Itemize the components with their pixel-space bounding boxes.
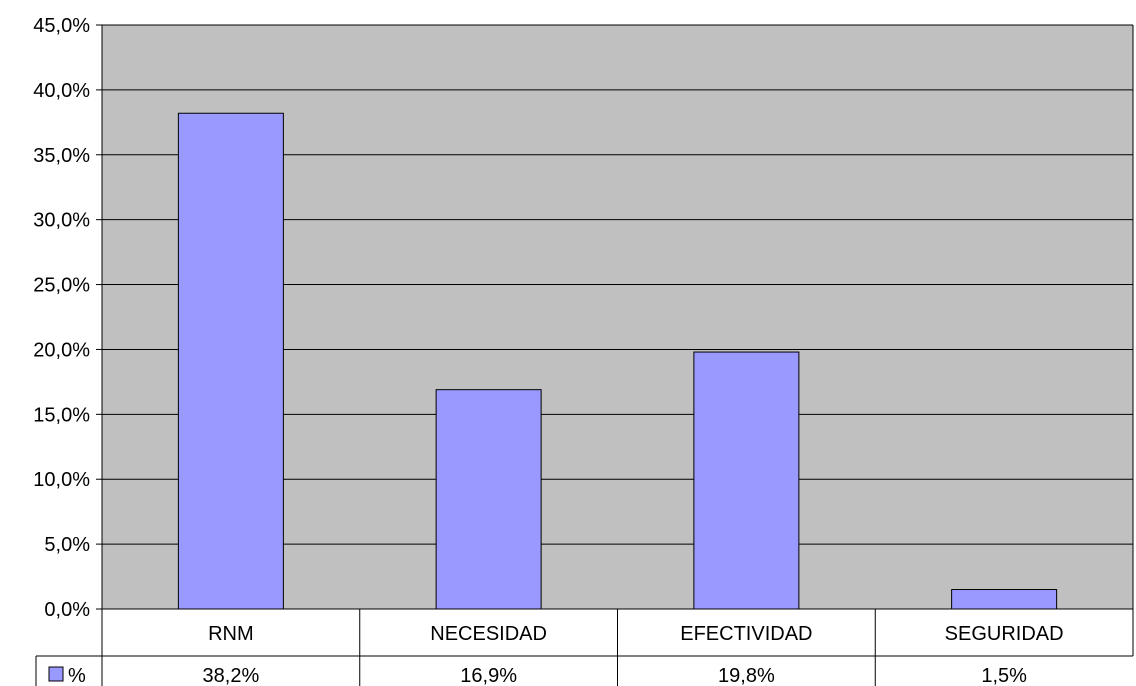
table-value-label: 19,8% xyxy=(718,665,775,686)
table-value-label: 16,9% xyxy=(460,665,517,686)
y-tick-label: 25,0% xyxy=(33,275,90,297)
y-tick-label: 20,0% xyxy=(33,339,90,361)
y-tick-label: 5,0% xyxy=(44,534,90,556)
bar-rnm xyxy=(177,112,284,610)
bar-efectividad xyxy=(693,351,800,610)
x-category-label: NECESIDAD xyxy=(430,623,547,645)
y-tick-label: 30,0% xyxy=(33,210,90,232)
y-tick-label: 40,0% xyxy=(33,80,90,102)
y-tick-label: 45,0% xyxy=(33,15,90,37)
table-value-label: 38,2% xyxy=(203,665,260,686)
legend-key xyxy=(48,666,64,682)
table-value-label: 1,5% xyxy=(981,665,1027,686)
x-category-label: SEGURIDAD xyxy=(945,623,1064,645)
x-category-label: RNM xyxy=(208,623,254,645)
x-category-label: EFECTIVIDAD xyxy=(680,623,812,645)
y-tick-label: 10,0% xyxy=(33,469,90,491)
bar-seguridad xyxy=(951,589,1058,610)
bar-necesidad xyxy=(435,389,542,610)
legend-label: % xyxy=(68,665,86,686)
y-tick-label: 35,0% xyxy=(33,145,90,167)
y-tick-label: 15,0% xyxy=(33,404,90,426)
y-tick-label: 0,0% xyxy=(44,599,90,621)
